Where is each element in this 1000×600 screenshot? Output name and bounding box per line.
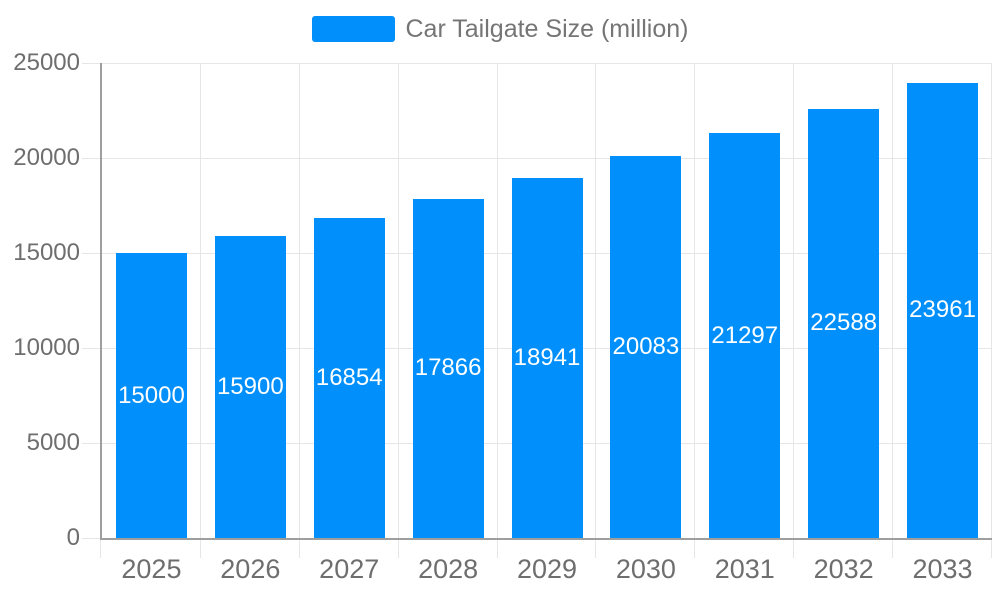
y-axis-label: 0 [66,524,80,551]
y-axis-tick [82,538,100,539]
x-gridline [694,63,696,538]
y-gridline [102,158,992,159]
x-axis-tick [892,540,894,558]
bar-2029[interactable]: 18941 [511,178,583,538]
bar-2031[interactable]: 21297 [709,133,781,538]
x-axis-tick [199,540,201,558]
x-gridline [397,63,399,538]
y-axis-label: 10000 [13,334,80,361]
bar-value-label: 23961 [909,296,976,324]
bar-value-label: 15000 [118,381,185,409]
bar-2032[interactable]: 22588 [808,108,880,538]
x-axis-tick [694,540,696,558]
legend-swatch-icon [311,16,395,42]
x-gridline [793,63,795,538]
bar-2028[interactable]: 17866 [412,198,484,538]
x-axis-label: 2033 [912,554,973,584]
y-axis-label: 15000 [13,239,80,266]
x-gridline [595,63,597,538]
y-axis-tick [82,63,100,64]
x-axis-label: 2031 [714,554,775,584]
y-axis-label: 25000 [13,49,80,76]
bar-value-label: 18941 [513,344,581,372]
bar-2026[interactable]: 15900 [214,235,286,538]
bar-2027[interactable]: 16854 [313,217,385,538]
bar-value-label: 22588 [810,309,878,337]
y-gridline [102,63,992,64]
bar-2033[interactable]: 23961 [907,82,979,538]
x-axis-tick [397,540,399,558]
bar-value-label: 17866 [414,354,482,382]
bar-value-label: 21297 [711,321,779,349]
y-axis-tick [82,253,100,254]
x-axis-label: 2028 [418,554,479,584]
x-axis-label: 2027 [319,554,380,584]
x-axis-tick [595,540,597,558]
legend: Car Tailgate Size (million) [0,14,1000,44]
x-axis-tick [100,540,101,558]
y-axis-tick [82,348,100,349]
x-gridline [496,63,498,538]
legend-item[interactable]: Car Tailgate Size (million) [311,14,689,44]
x-axis-tick [496,540,498,558]
bar-2025[interactable]: 15000 [115,253,187,538]
legend-label: Car Tailgate Size (million) [405,15,689,43]
x-axis-tick [793,540,795,558]
x-gridline [199,63,201,538]
bar-value-label: 15900 [216,372,284,400]
x-axis-label: 2025 [121,554,182,584]
plot-area: 15000 15900 16854 17866 18941 20083 21297 22588… [82,63,992,558]
bar-2030[interactable]: 20083 [610,156,682,538]
x-axis-label: 2026 [220,554,281,584]
x-gridline [298,63,300,538]
x-gridline [991,63,992,538]
y-axis-label: 20000 [13,144,80,171]
x-axis-tick [298,540,300,558]
y-axis-tick [82,443,100,444]
bar-value-label: 20083 [612,333,680,361]
x-axis-label: 2032 [813,554,874,584]
x-axis-tick [991,540,992,558]
x-axis-label: 2029 [516,554,578,584]
x-gridline [892,63,894,538]
x-axis-label: 2030 [615,554,676,584]
y-axis-tick [82,158,100,159]
bar-value-label: 16854 [315,363,383,391]
y-axis-label: 5000 [26,429,80,456]
